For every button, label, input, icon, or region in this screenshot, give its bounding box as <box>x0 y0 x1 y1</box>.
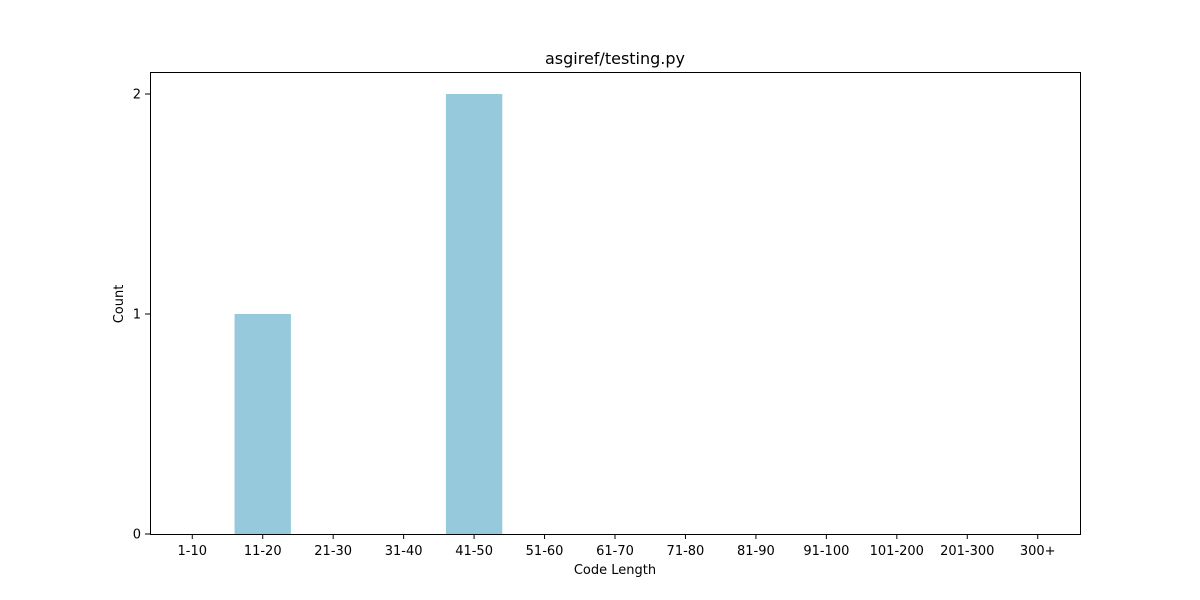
bar-41-50 <box>445 94 503 534</box>
x-tick-label: 71-80 <box>667 544 705 559</box>
x-tick-label: 21-30 <box>314 544 352 559</box>
x-tick-label: 1-10 <box>178 544 208 559</box>
y-tick-label: 2 <box>133 88 141 103</box>
x-tick-label: 11-20 <box>244 544 282 559</box>
x-axis: 1-10 11-20 21-30 31-40 41-50 51-60 61-70 71-80 8… <box>178 534 1056 559</box>
x-axis-label: Code Length <box>574 563 656 578</box>
x-tick-label: 101-200 <box>870 544 924 559</box>
x-tick-label: 61-70 <box>596 544 634 559</box>
y-tick-label: 1 <box>133 308 141 323</box>
x-tick-label: 201-300 <box>940 544 994 559</box>
x-tick-label: 31-40 <box>385 544 423 559</box>
y-axis: 0 1 2 <box>133 88 150 543</box>
bars-group <box>234 94 503 534</box>
y-axis-label: Count <box>112 285 127 324</box>
x-tick-label: 81-90 <box>737 544 775 559</box>
x-tick-label: 91-100 <box>803 544 849 559</box>
chart-title: asgiref/testing.py <box>545 49 685 68</box>
x-tick-label: 41-50 <box>455 544 493 559</box>
x-tick-label: 300+ <box>1020 544 1056 559</box>
y-tick-label: 0 <box>133 528 141 543</box>
bar-11-20 <box>234 314 291 534</box>
x-tick-label: 51-60 <box>526 544 564 559</box>
